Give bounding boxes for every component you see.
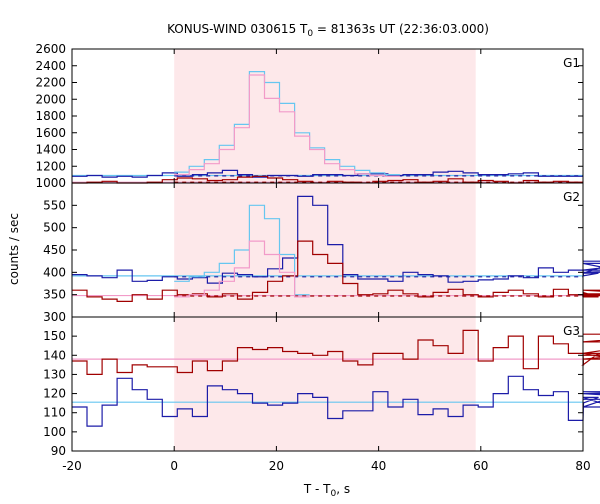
panel-label: G1 xyxy=(563,56,580,70)
y-tick-label: 130 xyxy=(43,367,66,381)
x-tick-label: 60 xyxy=(473,459,488,473)
y-tick-label: 90 xyxy=(51,444,66,458)
y-tick-label: 500 xyxy=(43,221,66,235)
panel-g1: 1000 1200 1400 1600 1800 2000 2200 2400 2600 G1 xyxy=(35,42,584,190)
y-tick-label: 1800 xyxy=(35,109,66,123)
panel-frame xyxy=(71,316,584,452)
y-tick-label: 550 xyxy=(43,198,66,212)
series-red xyxy=(72,175,583,184)
y-tick-label: 110 xyxy=(43,406,66,420)
y-tick-label: 2400 xyxy=(35,59,66,73)
series-light_blue xyxy=(174,204,310,296)
series-blue xyxy=(72,169,583,178)
panel-g3: 90 100 110 120 130 140 150 G3 xyxy=(43,316,600,458)
x-tick-labels: -20 0 20 40 60 80 xyxy=(62,459,590,473)
y-tick-label: 150 xyxy=(43,329,66,343)
y-tick-label: 140 xyxy=(43,348,66,362)
y-tick-label: 120 xyxy=(43,387,66,401)
x-tick-label: 20 xyxy=(269,459,284,473)
series-pink xyxy=(174,74,400,177)
panel-label: G2 xyxy=(563,190,580,204)
y-tick-label: 1000 xyxy=(35,176,66,190)
y-tick-label: 350 xyxy=(43,288,66,302)
y-tick-label: 100 xyxy=(43,425,66,439)
x-tick-label: 80 xyxy=(575,459,590,473)
y-tick-label: 1200 xyxy=(35,159,66,173)
x-tick-label: -20 xyxy=(62,459,82,473)
y-tick-label: 1600 xyxy=(35,126,66,140)
panel-g2: 300 350 400 450 500 550 G2 xyxy=(43,182,600,324)
series-pink xyxy=(174,240,310,298)
panel-label: G3 xyxy=(563,324,580,338)
y-tick-label: 2200 xyxy=(35,76,66,90)
y-tick-label: 450 xyxy=(43,243,66,257)
y-tick-label: 1400 xyxy=(35,143,66,157)
y-tick-label: 2000 xyxy=(35,92,66,106)
x-tick-label: 0 xyxy=(170,459,178,473)
shaded-interval xyxy=(174,317,476,451)
y-tick-label: 300 xyxy=(43,310,66,324)
x-tick-label: 40 xyxy=(371,459,386,473)
y-axis-label: counts / sec xyxy=(7,213,21,285)
panels-group: 1000 1200 1400 1600 1800 2000 2200 2400 2600 G1 30… xyxy=(35,42,600,458)
series-light_blue xyxy=(174,71,400,176)
series-blue xyxy=(72,195,600,284)
chart-title: KONUS-WIND 030615 T0 = 81363s UT (22:36:… xyxy=(167,22,489,39)
y-tick-label: 400 xyxy=(43,265,66,279)
y-tick-label: 2600 xyxy=(35,42,66,56)
x-axis-label: T - T0, s xyxy=(303,482,350,499)
series-red xyxy=(72,240,600,302)
